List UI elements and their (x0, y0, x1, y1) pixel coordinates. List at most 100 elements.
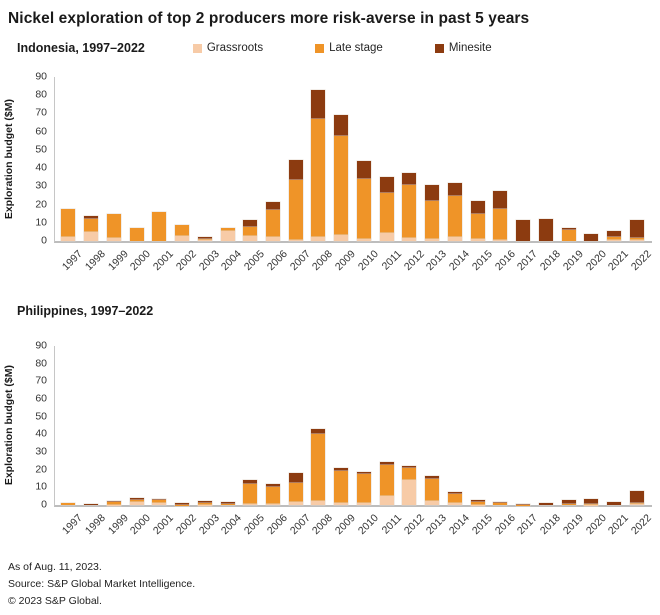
indonesia-subtitle: Indonesia, 1997–2022 (17, 41, 145, 55)
x-label-slot-2001: 2001 (147, 507, 176, 551)
y-tick-label-90: 90 (35, 339, 47, 352)
bar-slot-2014 (443, 346, 466, 505)
bar-slot-2012 (398, 77, 421, 241)
legend-item-late-stage: Late stage (315, 42, 383, 54)
bar-slot-2021 (603, 77, 626, 241)
x-label-slot-2002: 2002 (170, 243, 199, 287)
legend-label-minesite: Minesite (448, 42, 492, 54)
bar-segment-2009-late-stage (334, 135, 349, 236)
bar-slot-2012 (398, 346, 421, 505)
bar-segment-2016-late-stage (493, 502, 508, 505)
y-tick-label-0: 0 (41, 234, 47, 247)
x-tick-label-2022: 2022 (629, 248, 655, 274)
legend-item-grassroots: Grassroots (192, 42, 264, 54)
y-tick-label-90: 90 (35, 70, 47, 83)
bar-segment-2014-grassroots (447, 237, 462, 241)
stacked-bar-1999 (106, 346, 121, 505)
legend: Grassroots Late stage Minesite (192, 42, 492, 54)
bar-slot-2001 (148, 77, 171, 241)
x-label-slot-2015: 2015 (466, 243, 495, 287)
bar-segment-2011-minesite (379, 462, 394, 465)
bar-segment-2013-minesite (425, 476, 440, 479)
bar-segment-1997-late-stage (61, 209, 76, 238)
bar-slot-2001 (148, 346, 171, 505)
indonesia-x-axis: 1997 1998 1999 2000 2001 2002 2003 2004 2005 2006… (54, 243, 655, 287)
x-tick-label-2022: 2022 (629, 512, 655, 538)
stacked-bar-2008 (311, 346, 326, 505)
y-tick-label-20: 20 (35, 198, 47, 211)
x-label-slot-2021: 2021 (602, 507, 631, 551)
bar-slot-2022 (625, 77, 648, 241)
x-label-slot-2004: 2004 (215, 507, 244, 551)
bar-slot-1997 (57, 77, 80, 241)
stacked-bar-1997 (61, 346, 76, 505)
x-label-slot-2000: 2000 (124, 507, 153, 551)
x-label-slot-2016: 2016 (489, 243, 517, 287)
bar-segment-2007-late-stage (288, 179, 303, 241)
bar-segment-2011-late-stage (379, 464, 394, 496)
stacked-bar-2007 (288, 77, 303, 241)
indonesia-plot-area (54, 77, 652, 243)
bar-slot-2008 (307, 346, 330, 505)
footer-as-of: As of Aug. 11, 2023. (8, 561, 102, 573)
bar-segment-2014-grassroots (447, 503, 462, 505)
philippines-ylabel-cell: Exploration budget ($M) (0, 346, 18, 505)
x-label-slot-2022: 2022 (625, 507, 654, 551)
bar-segment-2012-minesite (402, 173, 417, 186)
bar-segment-2012-grassroots (402, 479, 417, 505)
y-tick-label-40: 40 (35, 161, 47, 174)
x-label-slot-1998: 1998 (79, 507, 108, 551)
bar-segment-2007-grassroots (288, 240, 303, 241)
x-label-slot-2011: 2011 (375, 507, 403, 551)
bar-slot-2013 (421, 346, 444, 505)
bar-slot-2000 (125, 346, 148, 505)
bar-segment-2012-grassroots (402, 238, 417, 241)
bar-segment-2006-late-stage (265, 210, 280, 237)
stacked-bar-2010 (356, 77, 371, 241)
bar-slot-2004 (216, 346, 239, 505)
x-label-slot-2003: 2003 (193, 507, 221, 551)
stacked-bar-2011 (379, 77, 394, 241)
stacked-bar-2015 (470, 346, 485, 505)
y-tick-label-50: 50 (35, 410, 47, 423)
x-label-slot-2008: 2008 (306, 243, 335, 287)
bar-segment-2020-minesite (584, 233, 599, 241)
bar-slot-2007 (284, 77, 307, 241)
stacked-bar-2000 (129, 77, 144, 241)
bar-slot-2018 (534, 346, 557, 505)
stacked-bar-2016 (493, 346, 508, 505)
bar-slot-1997 (57, 346, 80, 505)
bar-slot-2007 (284, 346, 307, 505)
bar-segment-2004-minesite (220, 502, 235, 505)
stacked-bar-2020 (584, 346, 599, 505)
bar-segment-2012-minesite (402, 465, 417, 469)
legend-item-minesite: Minesite (434, 42, 492, 54)
bar-slot-2002 (171, 346, 194, 505)
bar-slot-2008 (307, 77, 330, 241)
footer-source: Source: S&P Global Market Intelligence. (8, 578, 196, 590)
bar-segment-2003-minesite (197, 237, 212, 240)
stacked-bar-2009 (334, 346, 349, 505)
x-label-slot-2010: 2010 (352, 243, 381, 287)
indonesia-bars (55, 77, 652, 241)
philippines-x-axis: 1997 1998 1999 2000 2001 2002 2003 2004 2005 2006… (54, 507, 654, 551)
bar-segment-2009-grassroots (334, 235, 349, 241)
philippines-subtitle: Philippines, 1997–2022 (17, 304, 154, 318)
bar-segment-2018-minesite (538, 503, 553, 505)
stacked-bar-2000 (129, 346, 144, 505)
stacked-bar-2014 (447, 346, 462, 505)
bar-segment-2022-minesite (629, 490, 644, 503)
bar-segment-2014-late-stage (447, 494, 462, 504)
x-label-slot-2001: 2001 (147, 243, 176, 287)
bar-segment-2005-grassroots (243, 504, 258, 505)
legend-label-grassroots: Grassroots (206, 42, 264, 54)
x-label-slot-2009: 2009 (329, 507, 358, 551)
bar-slot-2004 (216, 77, 239, 241)
bar-segment-2000-late-stage (129, 500, 144, 502)
stacked-bar-2021 (606, 77, 621, 241)
bar-segment-2000-grassroots (129, 502, 144, 505)
bar-segment-1997-grassroots (61, 237, 76, 241)
bar-segment-2014-late-stage (447, 195, 462, 238)
bar-segment-2005-minesite (243, 220, 258, 227)
x-label-slot-2006: 2006 (261, 507, 290, 551)
